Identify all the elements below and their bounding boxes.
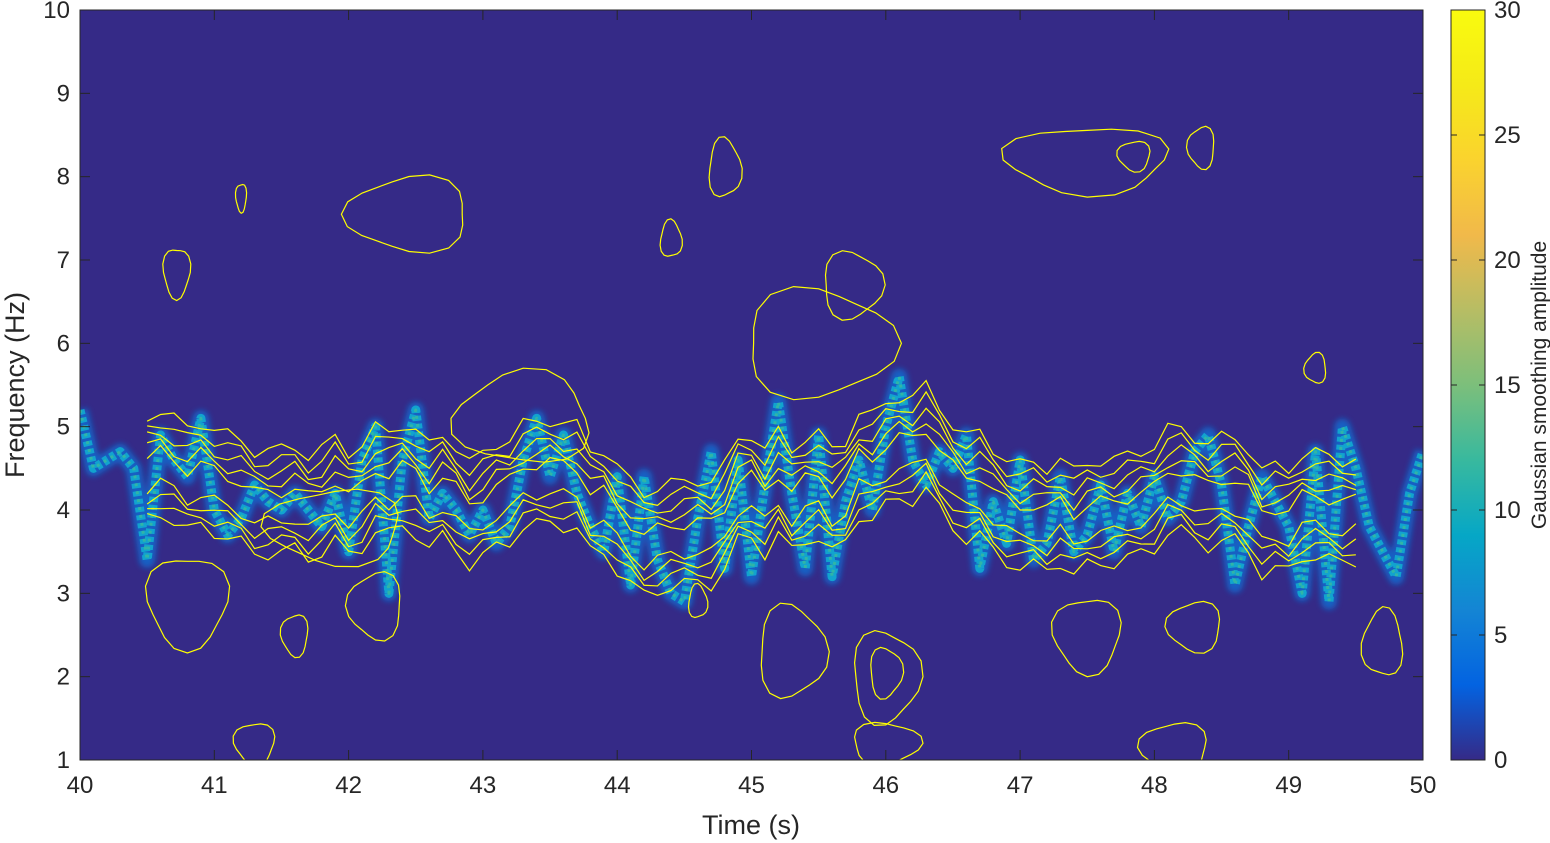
- contour-loop: [234, 183, 248, 215]
- contour-loop: [760, 602, 830, 700]
- y-tick-label: 3: [57, 580, 70, 607]
- contour-loop: [1136, 721, 1207, 760]
- x-tick-label: 42: [335, 772, 362, 799]
- colorbar-tick-label: 15: [1494, 372, 1521, 399]
- y-tick-label: 7: [57, 247, 70, 274]
- y-tick-label: 8: [57, 164, 70, 191]
- colorbar-label: Gaussian smoothing amplitude: [1528, 241, 1550, 529]
- y-axis-label: Frequency (Hz): [0, 292, 30, 478]
- colorbar-tick-label: 5: [1494, 622, 1507, 649]
- colorbar-tick-label: 20: [1494, 247, 1521, 274]
- plot-background: [80, 10, 1423, 760]
- contour-line: [146, 420, 1357, 523]
- contour-loop: [687, 582, 709, 619]
- contour-line: [146, 432, 1357, 535]
- contour-loop: [1303, 351, 1327, 384]
- ridge-layer: [80, 368, 1423, 610]
- contour-loop: [1164, 600, 1221, 654]
- contour-loop: [870, 646, 905, 700]
- contour-line: [146, 462, 1357, 582]
- contour-loop: [708, 136, 743, 198]
- contour-loop: [260, 488, 399, 568]
- y-tick-label: 2: [57, 664, 70, 691]
- x-tick-label: 48: [1141, 772, 1168, 799]
- x-tick-label: 41: [201, 772, 228, 799]
- contour-loop: [144, 560, 231, 654]
- contour-loop: [853, 629, 924, 727]
- y-axis: 1 2 3 4 5 6 7 8 9 10: [43, 0, 1423, 774]
- contour-loop: [232, 723, 276, 760]
- contour-line: [146, 458, 1357, 571]
- x-tick-label: 40: [67, 772, 94, 799]
- contour-loop: [752, 285, 903, 401]
- contour-line: [146, 486, 1357, 596]
- x-tick-label: 50: [1410, 772, 1437, 799]
- contour-line: [147, 390, 1356, 507]
- x-tick-label: 44: [604, 772, 631, 799]
- y-tick-label: 5: [57, 414, 70, 441]
- x-tick-label: 45: [738, 772, 765, 799]
- contour-loop: [162, 249, 192, 302]
- contour-line: [147, 407, 1357, 514]
- colorbar-tick-label: 30: [1494, 0, 1521, 24]
- x-tick-label: 43: [470, 772, 497, 799]
- contour-loop: [344, 570, 401, 642]
- colorbar-tick-label: 25: [1494, 122, 1521, 149]
- contour-loop: [450, 367, 590, 463]
- contour-line: [147, 470, 1356, 587]
- y-tick-label: 10: [43, 0, 70, 24]
- colorbar-tick-label: 10: [1494, 497, 1521, 524]
- y-tick-label: 4: [57, 497, 70, 524]
- colorbar-tick-label: 0: [1494, 747, 1507, 774]
- contour-loop: [853, 721, 924, 760]
- contour-loop: [1001, 128, 1170, 198]
- y-tick-label: 9: [57, 80, 70, 107]
- contour-loop: [1116, 140, 1151, 173]
- y-tick-label: 1: [57, 747, 70, 774]
- ridge-line: [80, 372, 1423, 607]
- contour-loop: [1050, 599, 1122, 678]
- x-tick-label: 49: [1275, 772, 1302, 799]
- contour-loop: [1185, 125, 1215, 171]
- contour-loop: [824, 250, 886, 321]
- contour-line: [146, 379, 1357, 499]
- x-axis: 40 41 42 43 44 45 46 47 48 49 50: [67, 10, 1437, 799]
- contour-layer: [144, 125, 1404, 760]
- contour-loop: [1360, 605, 1404, 676]
- contour-loop: [659, 218, 683, 257]
- x-tick-label: 46: [872, 772, 899, 799]
- x-axis-label: Time (s): [702, 810, 800, 840]
- y-tick-label: 6: [57, 330, 70, 357]
- colorbar-axis: 0 5 10 15 20 25 30: [1451, 0, 1521, 774]
- contour-loop: [279, 614, 309, 659]
- x-tick-label: 47: [1007, 772, 1034, 799]
- contour-loop: [340, 174, 464, 254]
